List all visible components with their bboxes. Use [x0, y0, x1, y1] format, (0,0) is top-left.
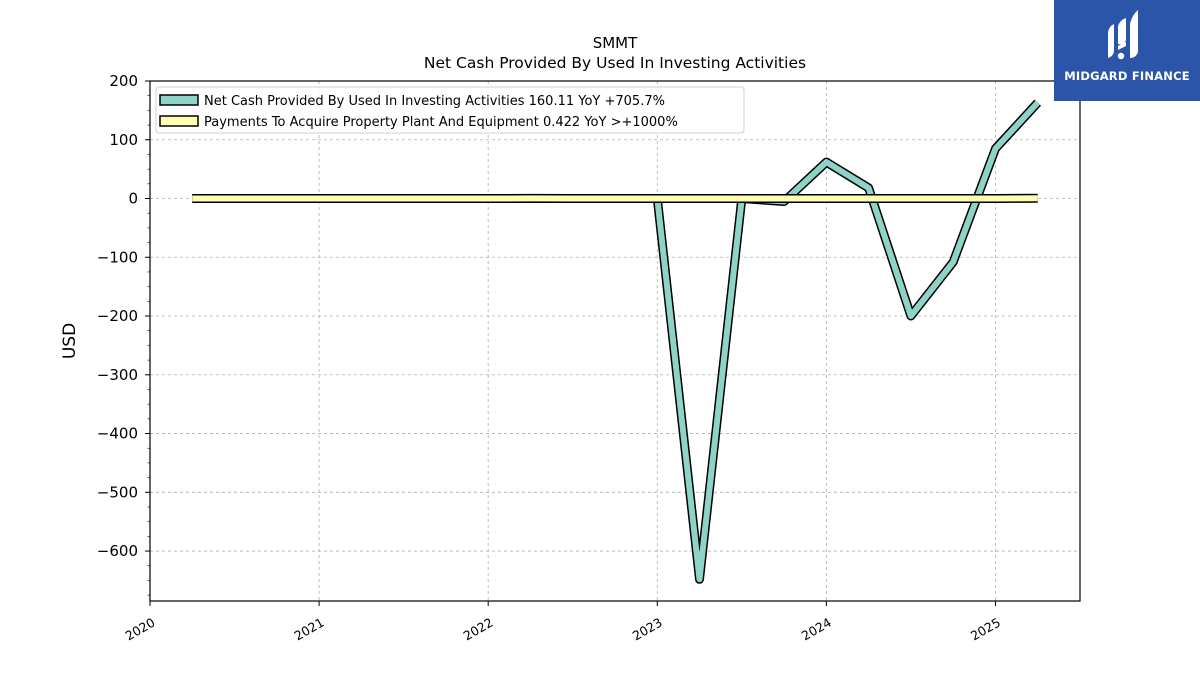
legend[interactable]: Net Cash Provided By Used In Investing A…: [156, 87, 744, 133]
legend-swatch: [160, 95, 198, 105]
x-tick-label: 2025: [968, 615, 1003, 644]
y-axis-label: USD: [60, 323, 80, 359]
legend-label: Net Cash Provided By Used In Investing A…: [204, 94, 665, 109]
legend-label: Payments To Acquire Property Plant And E…: [204, 115, 678, 130]
y-tick-label: −600: [97, 542, 138, 560]
y-tick-label: −500: [97, 483, 138, 501]
y-tick-label: −200: [97, 307, 138, 325]
y-tick-label: 100: [109, 131, 138, 149]
midgard-logo-icon: [1054, 0, 1200, 70]
legend-swatch: [160, 116, 198, 126]
y-tick-label: 200: [109, 72, 138, 90]
y-tick-label: −100: [97, 248, 138, 266]
x-tick-label: 2023: [630, 615, 665, 644]
plot-frame: [150, 81, 1080, 601]
x-tick-label: 2024: [799, 615, 834, 644]
chart-title: SMMT: [593, 34, 638, 52]
chart-subtitle: Net Cash Provided By Used In Investing A…: [424, 54, 806, 72]
x-tick-label: 2020: [122, 615, 157, 644]
y-tick-label: 0: [128, 190, 138, 208]
brand-logo: MIDGARD FINANCE: [1054, 0, 1200, 101]
axis-ticks: 200 100 0 −100 −200 −300 −400 −500 −600 2020 2021 2…: [97, 72, 1003, 644]
y-tick-label: −400: [97, 425, 138, 443]
brand-name: MIDGARD FINANCE: [1054, 69, 1200, 83]
grid-lines: [150, 81, 1080, 601]
x-tick-label: 2021: [292, 615, 327, 644]
x-tick-label: 2022: [461, 615, 496, 644]
y-tick-label: −300: [97, 366, 138, 384]
